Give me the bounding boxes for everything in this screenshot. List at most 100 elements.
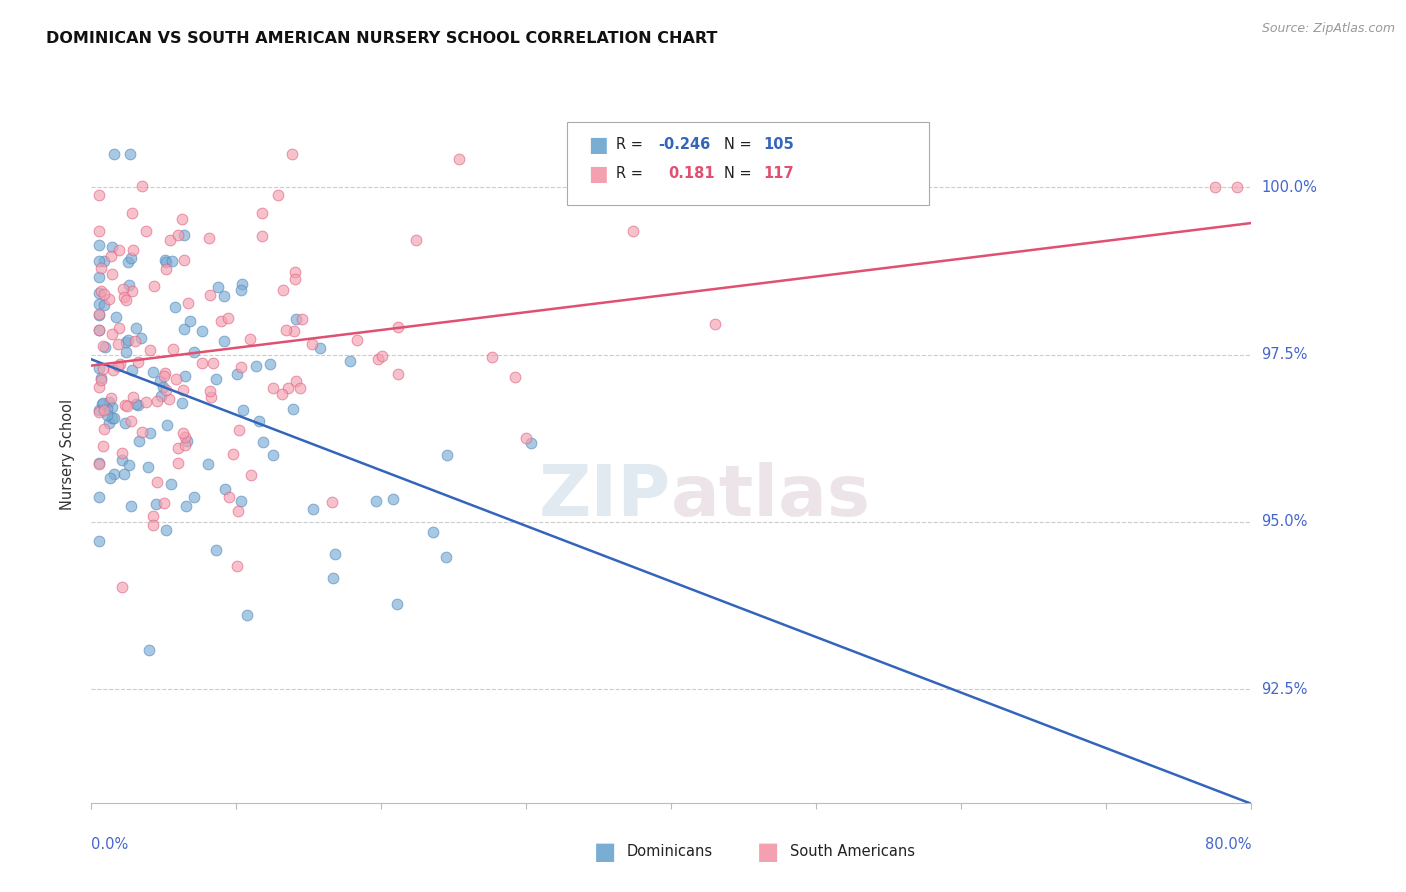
Point — [214, 482, 236, 496]
Point — [159, 476, 181, 491]
Text: -0.246: -0.246 — [658, 137, 710, 152]
Point — [90, 373, 112, 387]
Point — [121, 206, 143, 220]
Point — [87, 490, 110, 504]
Point — [236, 607, 259, 622]
Point — [146, 475, 169, 489]
Point — [87, 188, 110, 202]
Point — [96, 401, 118, 416]
Point — [124, 334, 146, 348]
Point — [245, 359, 267, 374]
Point — [107, 336, 129, 351]
Point — [93, 254, 115, 268]
Point — [183, 490, 205, 504]
Point — [166, 456, 188, 470]
Point — [138, 643, 160, 657]
Point — [121, 414, 143, 428]
Point — [162, 343, 184, 357]
Point — [131, 178, 153, 193]
Point — [91, 439, 114, 453]
Point — [231, 277, 253, 291]
Point — [90, 397, 112, 411]
Text: Source: ZipAtlas.com: Source: ZipAtlas.com — [1261, 22, 1395, 36]
Point — [198, 231, 221, 245]
Point — [115, 399, 138, 413]
Point — [96, 409, 118, 423]
Point — [115, 334, 138, 349]
Point — [322, 571, 344, 585]
Point — [146, 394, 169, 409]
Point — [114, 398, 136, 412]
Point — [90, 261, 112, 276]
Point — [503, 370, 526, 384]
Point — [91, 339, 114, 353]
Point — [111, 446, 134, 460]
Point — [173, 228, 195, 243]
Point — [153, 252, 176, 267]
Point — [156, 418, 179, 433]
Point — [170, 211, 193, 226]
Point — [114, 293, 136, 308]
Text: 92.5%: 92.5% — [1261, 681, 1308, 697]
Point — [385, 597, 408, 611]
Point — [101, 326, 124, 341]
Point — [100, 268, 122, 282]
Point — [87, 323, 110, 337]
Point — [120, 499, 142, 513]
Point — [98, 292, 121, 306]
Point — [301, 336, 323, 351]
Point — [90, 284, 112, 298]
Text: DOMINICAN VS SOUTH AMERICAN NURSERY SCHOOL CORRELATION CHART: DOMINICAN VS SOUTH AMERICAN NURSERY SCHO… — [46, 31, 718, 46]
Point — [127, 398, 149, 412]
Point — [201, 356, 224, 370]
Point — [252, 435, 274, 450]
Point — [97, 416, 120, 430]
Point — [283, 401, 305, 416]
Point — [93, 340, 115, 354]
Point — [112, 290, 135, 304]
Point — [108, 321, 131, 335]
Point — [87, 405, 110, 419]
Point — [422, 525, 444, 540]
Point — [93, 402, 115, 417]
Point — [200, 384, 222, 398]
Point — [90, 371, 112, 385]
Point — [111, 580, 134, 594]
Point — [87, 308, 110, 322]
Point — [183, 344, 205, 359]
Y-axis label: Nursery School: Nursery School — [60, 400, 76, 510]
Text: 0.0%: 0.0% — [91, 837, 128, 852]
Point — [139, 426, 162, 441]
Point — [284, 265, 307, 279]
Point — [239, 468, 262, 483]
Point — [163, 301, 186, 315]
Point — [114, 416, 136, 430]
Point — [87, 534, 110, 549]
Point — [283, 324, 305, 338]
Point — [247, 414, 270, 428]
Text: 100.0%: 100.0% — [1261, 180, 1317, 194]
Point — [515, 431, 537, 445]
Point — [250, 229, 273, 244]
Point — [103, 467, 125, 482]
Point — [703, 317, 725, 331]
Point — [87, 457, 110, 471]
Text: R =: R = — [616, 167, 647, 181]
Text: atlas: atlas — [671, 462, 872, 531]
Point — [222, 447, 245, 461]
Point — [190, 324, 212, 338]
Point — [110, 357, 132, 371]
Point — [125, 321, 148, 335]
Point — [229, 494, 252, 508]
Point — [87, 224, 110, 238]
Point — [100, 400, 122, 414]
Point — [97, 394, 120, 409]
Point — [290, 381, 312, 395]
Point — [155, 383, 177, 397]
Point — [346, 334, 368, 348]
Point — [93, 422, 115, 436]
Point — [87, 238, 110, 252]
Point — [387, 367, 409, 381]
Text: 97.5%: 97.5% — [1261, 347, 1308, 362]
Point — [117, 333, 139, 347]
